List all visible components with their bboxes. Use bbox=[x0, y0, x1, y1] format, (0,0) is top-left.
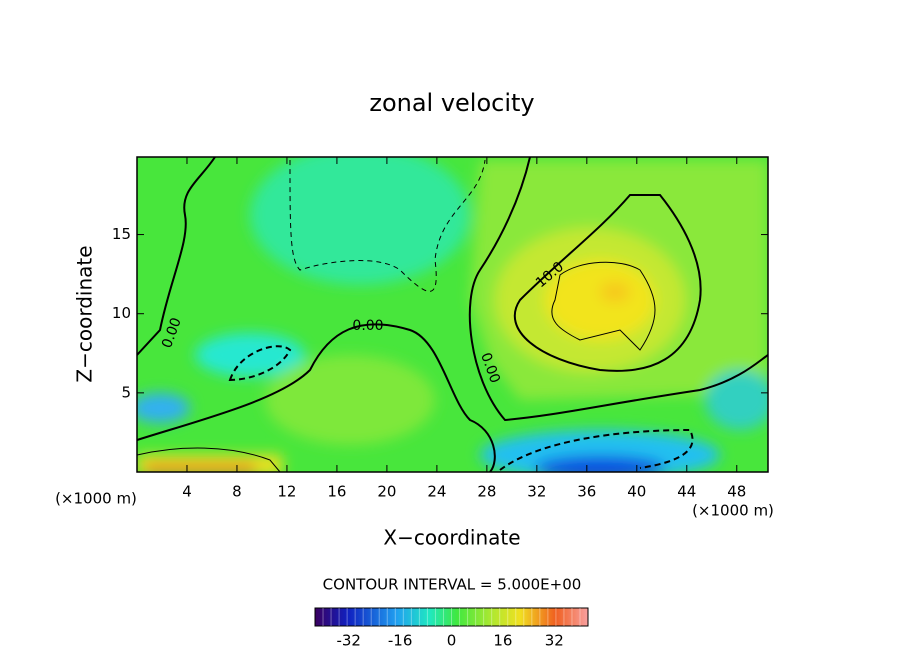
y-axis-label: Z−coordinate bbox=[73, 245, 97, 382]
y-tick-label: 15 bbox=[112, 225, 131, 243]
x-tick-label: 16 bbox=[327, 483, 346, 501]
contour-label: 0.00 bbox=[352, 318, 383, 334]
footer: CONTOUR INTERVAL = 5.000E+00 bbox=[323, 576, 582, 594]
x-tick-label: 44 bbox=[677, 483, 696, 501]
x-tick-label: 28 bbox=[477, 483, 496, 501]
colorbar-tick-label: -32 bbox=[336, 632, 361, 650]
x-tick-label: 36 bbox=[577, 483, 596, 501]
colorbar-tick-label: 0 bbox=[447, 632, 457, 650]
x-tick-label: 12 bbox=[277, 483, 296, 501]
colorbar-tick-label: 16 bbox=[493, 632, 512, 650]
x-tick-label: 48 bbox=[727, 483, 746, 501]
plot-frame bbox=[136, 156, 769, 473]
x-tick-label: 4 bbox=[182, 483, 192, 501]
x-unit-label: (×1000 m) bbox=[692, 502, 774, 520]
x-tick-label: 24 bbox=[427, 483, 446, 501]
x-tick-label: 20 bbox=[377, 483, 396, 501]
x-tick-label: 40 bbox=[627, 483, 646, 501]
field bbox=[137, 157, 768, 472]
x-tick-label: 32 bbox=[527, 483, 546, 501]
x-axis-label: X−coordinate bbox=[383, 526, 520, 550]
colorbar bbox=[314, 607, 589, 627]
y-tick-label: 10 bbox=[112, 304, 131, 322]
colorbar-tick-label: 32 bbox=[545, 632, 564, 650]
y-tick-label: 5 bbox=[121, 383, 131, 401]
colorbar-tick-label: -16 bbox=[388, 632, 413, 650]
x-unit-label: (×1000 m) bbox=[55, 490, 137, 508]
chart-title: zonal velocity bbox=[369, 89, 534, 117]
x-tick-label: 8 bbox=[232, 483, 242, 501]
